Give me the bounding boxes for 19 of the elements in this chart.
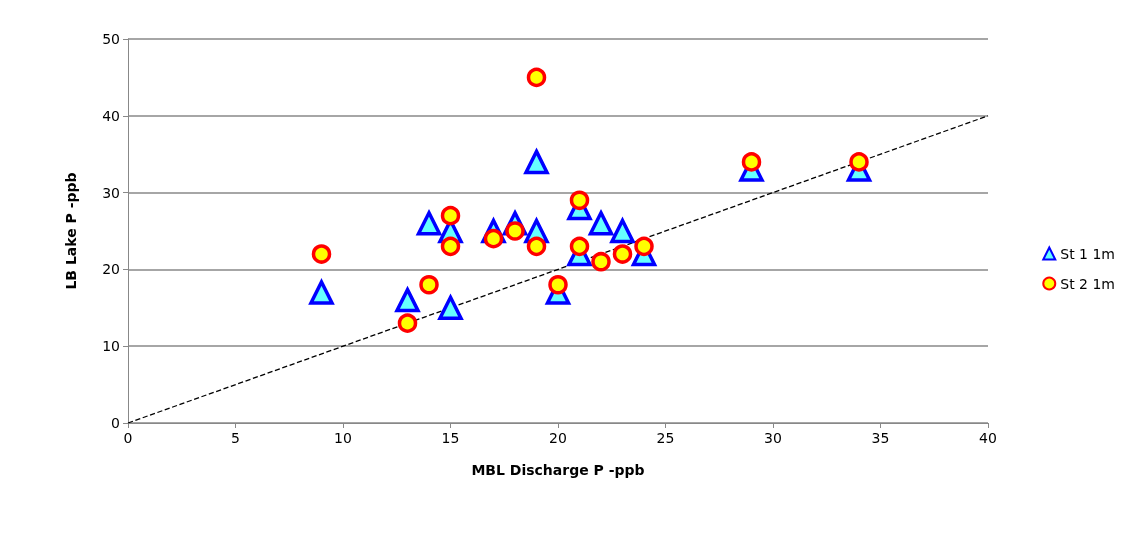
y-axis-title: LB Lake P -ppb	[63, 172, 79, 290]
y-tick-label: 50	[102, 31, 120, 47]
x-axis-title: MBL Discharge P -ppb	[471, 462, 645, 478]
legend-label: St 1 1m	[1060, 245, 1116, 262]
x-tick-label: 30	[764, 430, 782, 446]
x-tick-label: 15	[441, 430, 460, 446]
x-tick-label: 0	[123, 430, 133, 446]
legend-label: St 2 1m	[1060, 275, 1116, 292]
x-tick-label: 20	[549, 430, 567, 446]
x-tick-label: 40	[979, 430, 997, 446]
y-tick-label: 40	[102, 107, 120, 124]
y-tick-label: 0	[111, 415, 120, 431]
x-tick-label: 25	[656, 430, 675, 446]
x-tick-label: 5	[231, 430, 240, 446]
y-tick-label: 10	[102, 338, 120, 355]
x-tick-label: 35	[871, 430, 890, 446]
y-tick-label: 20	[102, 261, 120, 278]
x-tick-label: 10	[334, 430, 352, 446]
y-tick-label: 30	[102, 184, 120, 201]
